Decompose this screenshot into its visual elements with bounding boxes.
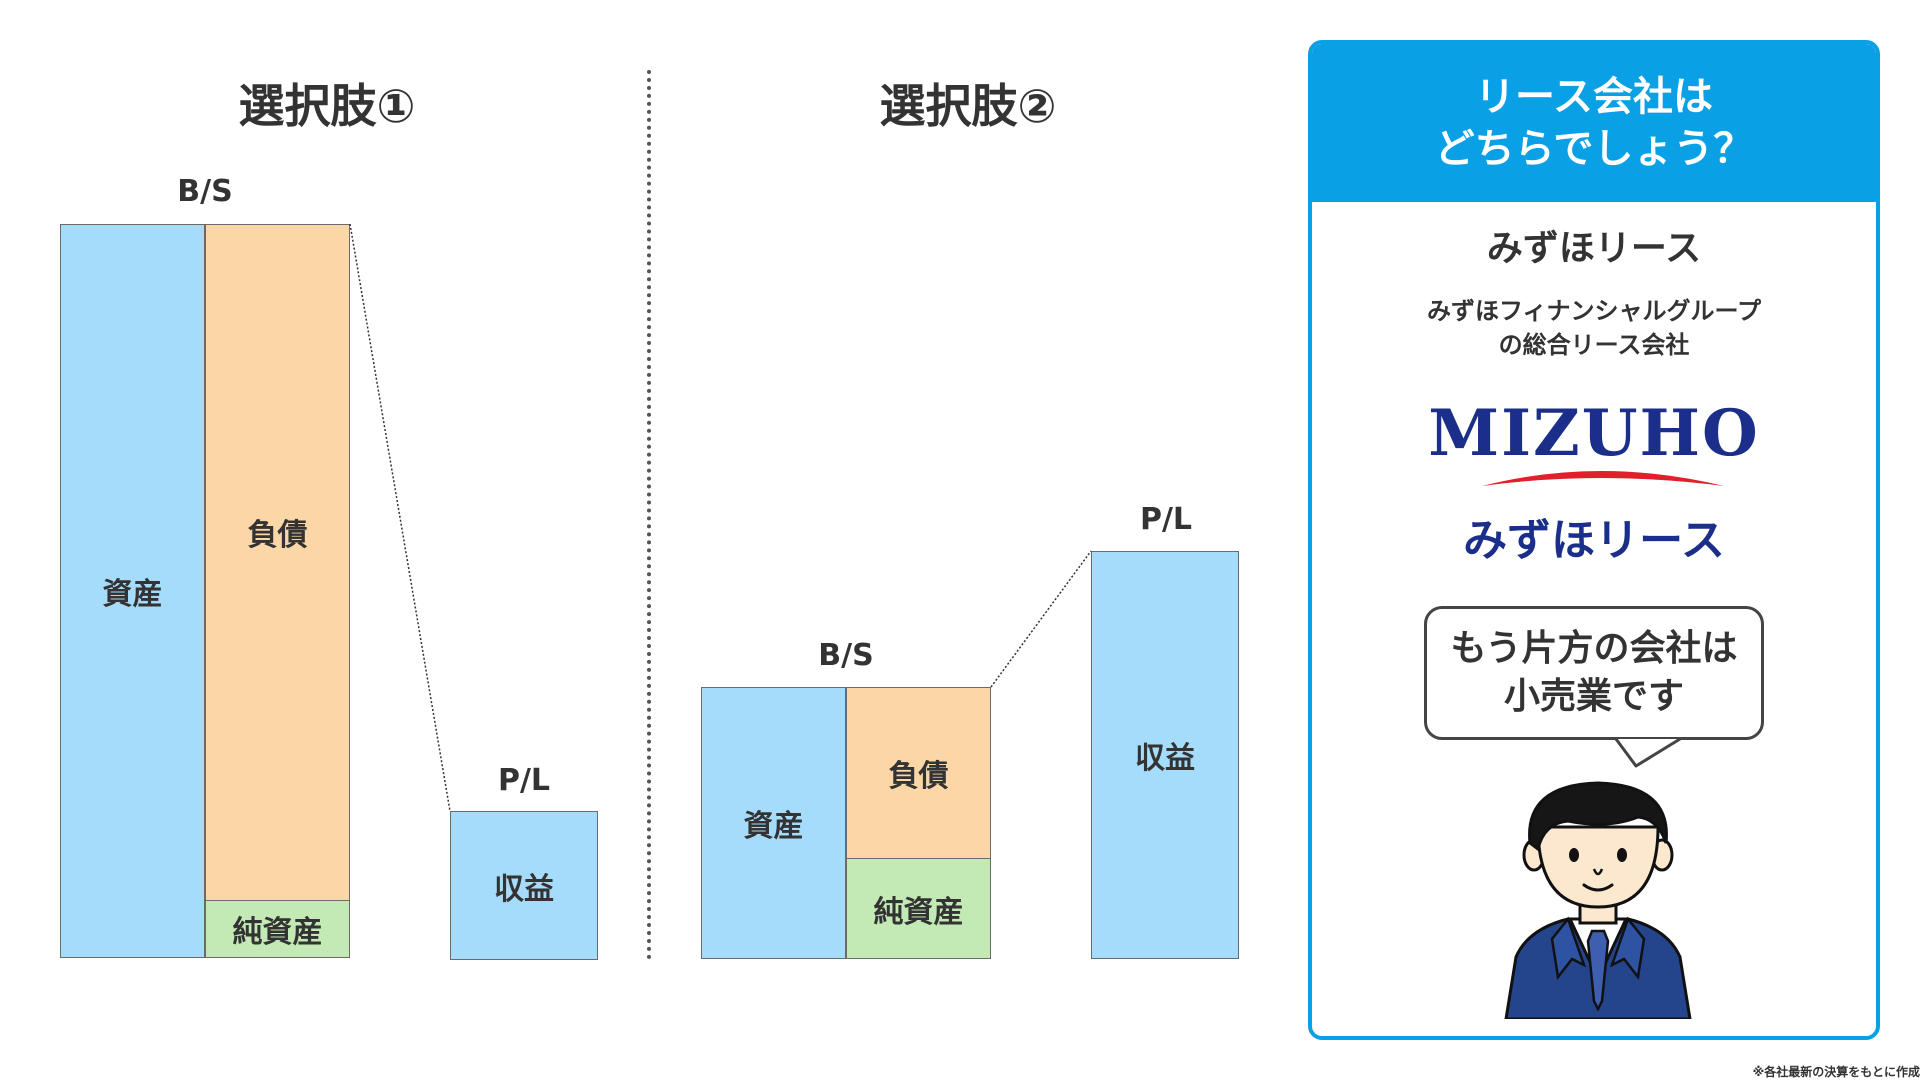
option2-pl-label: P/L (1139, 502, 1193, 537)
panel-header-line1: リース会社は (1475, 74, 1713, 120)
company-description: みずほフィナンシャルグループ の総合リース会社 (1312, 294, 1876, 362)
mizuho-logo-subtitle: みずほリース (1463, 515, 1725, 566)
businessman-icon (1504, 781, 1692, 1019)
option1-assets-block: 資産 (60, 224, 205, 958)
options-divider (647, 70, 651, 960)
quiz-panel: リース会社は どちらでしょう？ みずほリース みずほフィナンシャルグループ の総… (1308, 40, 1880, 1040)
option2-liabilities-label: 負債 (888, 759, 949, 794)
bubble-line1: もう片方の会社は (1450, 628, 1738, 669)
option1-title: 選択肢① (238, 79, 416, 133)
panel-header: リース会社は どちらでしょう？ (1312, 44, 1876, 202)
option1-net-assets-label: 純資産 (232, 915, 323, 950)
footnote: ※各社最新の決算をもとに作成 (1752, 1065, 1920, 1079)
bubble-line2: 小売業です (1503, 676, 1684, 717)
mizuho-logo-wordmark: MIZUHO (1428, 396, 1760, 471)
option1-pl-label: P/L (497, 763, 551, 798)
option2-revenue-label: 収益 (1135, 741, 1195, 776)
speech-bubble: もう片方の会社は 小売業です (1424, 606, 1764, 740)
option1-liabilities-label: 負債 (247, 518, 308, 553)
speech-bubble-tail-icon (1614, 737, 1681, 768)
option2-bs-label: B/S (818, 638, 874, 673)
option2-revenue-block: 収益 (1091, 551, 1239, 959)
panel-header-line2: どちらでしょう？ (1434, 126, 1754, 172)
option2-liabilities-block: 負債 (846, 687, 991, 859)
option2-assets-block: 資産 (701, 687, 846, 959)
option2-assets-label: 資産 (743, 809, 804, 844)
option2-connector-line (990, 550, 1092, 688)
option1-liabilities-block: 負債 (205, 224, 350, 901)
option1-revenue-label: 収益 (494, 871, 554, 907)
option1-net-assets-block: 純資産 (205, 900, 350, 958)
option2-net-assets-label: 純資産 (873, 894, 964, 930)
option1-bs-label: B/S (177, 174, 233, 209)
option1-revenue-block: 収益 (450, 811, 598, 960)
company-desc-line2: の総合リース会社 (1498, 331, 1690, 359)
option1-connector-line (349, 223, 451, 812)
option2-title: 選択肢② (879, 79, 1057, 133)
option2-net-assets-block: 純資産 (846, 858, 991, 959)
company-name: みずほリース (1486, 228, 1702, 269)
company-desc-line1: みずほフィナンシャルグループ (1426, 297, 1762, 325)
option1-assets-label: 資産 (102, 577, 163, 612)
mizuho-logo-swoosh-icon (1482, 471, 1724, 486)
